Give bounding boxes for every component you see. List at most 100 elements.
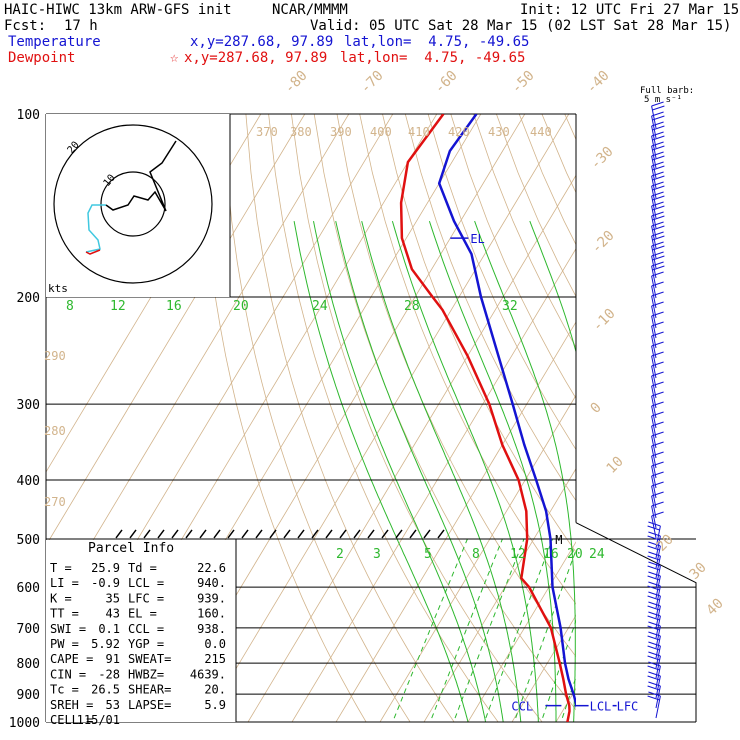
temperature-xy: x,y=287.68, 97.89 bbox=[190, 34, 334, 50]
wind-barb-flag bbox=[648, 571, 661, 577]
parcel-info-cell: T = bbox=[50, 561, 72, 575]
wind-barb-flag bbox=[647, 675, 660, 681]
isotherm-label: 10 bbox=[604, 454, 627, 477]
full-barb-label: Full barb: bbox=[640, 86, 694, 96]
wind-barb-flag bbox=[651, 461, 664, 467]
wind-barb-flag bbox=[652, 255, 665, 261]
isotherm-label: 0 bbox=[588, 400, 605, 417]
dewpoint-legend: Dewpoint bbox=[8, 50, 76, 66]
dry-adiabat-line bbox=[724, 114, 740, 735]
mixing-ratio-line bbox=[483, 538, 553, 722]
theta-label: 420 bbox=[448, 125, 470, 139]
wind-barb-flag bbox=[651, 421, 664, 427]
mixing-ratio-label: 24 bbox=[589, 547, 605, 562]
isotherm-line bbox=[247, 174, 576, 722]
mixing-ratio-label: 12 bbox=[510, 547, 526, 562]
wind-barb-flag bbox=[647, 555, 660, 561]
wind-barb-flag bbox=[648, 641, 661, 647]
init-time: Init: 12 UTC Fri 27 Mar 15 bbox=[520, 2, 740, 18]
wind-barb-flag bbox=[651, 271, 664, 277]
hatch-tick bbox=[185, 529, 193, 539]
mixing-ratio-label: 32 bbox=[502, 299, 518, 314]
parcel-info-cell: LFC = bbox=[128, 591, 164, 605]
mixing-ratio-label: 20 bbox=[233, 299, 249, 314]
parcel-info-cell: TT = bbox=[50, 607, 79, 621]
dry-adiabat-line bbox=[610, 114, 740, 735]
wind-barb-flag bbox=[648, 551, 661, 557]
dry-adiabat-line bbox=[679, 114, 740, 735]
mixing-ratio-line bbox=[513, 548, 576, 722]
wind-barbs bbox=[647, 101, 665, 719]
wind-barb-flag bbox=[651, 331, 664, 337]
dewpoint-profile bbox=[399, 114, 571, 722]
parcel-info-cell: 160. bbox=[197, 607, 226, 621]
wind-barb-flag bbox=[651, 491, 664, 497]
moist-adiabat-line bbox=[391, 220, 539, 722]
parcel-info-cell: 4639. bbox=[190, 667, 226, 681]
parcel-info-cell: Tc = bbox=[50, 683, 79, 697]
hatch-tick bbox=[423, 529, 431, 539]
wind-barb-flag bbox=[651, 361, 664, 367]
dry-adiabat-line bbox=[450, 114, 576, 400]
pressure-label: 1000 bbox=[9, 716, 40, 731]
wind-barb-flag bbox=[647, 645, 660, 651]
parcel-info-cell: LI = bbox=[50, 576, 79, 590]
wind-barb-flag bbox=[651, 481, 664, 487]
wind-barb-flag bbox=[647, 565, 660, 571]
parcel-info-cell: 115/01 bbox=[77, 713, 120, 727]
pressure-label: 700 bbox=[17, 622, 40, 637]
wind-barb-flag bbox=[648, 621, 661, 627]
wind-barb-flag bbox=[651, 141, 664, 147]
parcel-info-cell: CAPE = bbox=[50, 652, 93, 666]
parcel-info-cell: 35 bbox=[106, 591, 120, 605]
wind-barb-flag bbox=[651, 161, 664, 167]
wind-barb-flag bbox=[651, 431, 664, 437]
wind-barb-flag bbox=[647, 665, 660, 671]
pressure-label: 800 bbox=[17, 657, 40, 672]
wind-barb-flag bbox=[651, 511, 664, 517]
parcel-info-cell: 5.92 bbox=[91, 637, 120, 651]
moist-adiabat-line bbox=[529, 220, 576, 354]
wind-barb-flag bbox=[651, 231, 664, 237]
wind-barb-flag bbox=[647, 635, 660, 641]
wind-barb-flag bbox=[651, 291, 664, 297]
ccl-label: CCL bbox=[511, 700, 533, 714]
hatch-tick bbox=[129, 529, 137, 539]
pressure-label: 100 bbox=[17, 108, 40, 123]
wind-barb-flag bbox=[647, 525, 660, 531]
mixing-ratio-line bbox=[452, 538, 525, 722]
isotherm-line bbox=[203, 114, 570, 722]
pressure-label: 200 bbox=[17, 291, 40, 306]
theta-label: 270 bbox=[44, 495, 66, 509]
wind-barb-flag bbox=[651, 321, 664, 327]
dry-adiabat-line bbox=[701, 114, 740, 735]
hatch-tick bbox=[171, 529, 179, 539]
theta-label: 280 bbox=[44, 424, 66, 438]
isotherm-label: -70 bbox=[358, 68, 387, 97]
theta-label: 410 bbox=[408, 125, 430, 139]
parcel-info-cell: CCL = bbox=[128, 622, 164, 636]
valid-time: Valid: 05 UTC Sat 28 Mar 15 (02 LST Sat … bbox=[310, 18, 732, 34]
wind-barb-flag bbox=[648, 681, 661, 687]
isotherm-line bbox=[467, 541, 576, 722]
wind-barb-flag bbox=[647, 655, 660, 661]
isotherm-line bbox=[291, 247, 576, 722]
hatch-tick bbox=[283, 529, 291, 539]
hatch-tick bbox=[115, 529, 123, 539]
dry-adiabat-line bbox=[588, 114, 740, 735]
mixing-ratio-label: 12 bbox=[110, 299, 126, 314]
parcel-info-cell: PW = bbox=[50, 637, 79, 651]
wind-barb-flag bbox=[648, 601, 661, 607]
wind-barb-flag bbox=[648, 631, 661, 637]
hatch-tick bbox=[143, 529, 151, 539]
hatch-tick bbox=[437, 529, 445, 539]
wind-barb-flag bbox=[652, 245, 665, 251]
dry-adiabat-line bbox=[382, 114, 576, 553]
theta-label: 440 bbox=[530, 125, 552, 139]
mixing-ratio-label: 3 bbox=[373, 547, 381, 562]
wind-barb-flag bbox=[651, 111, 664, 117]
parcel-info-table: T = 25.9 Td = 22.6 LI = -0.9 LCL = 940. K = 35 LFC… bbox=[50, 561, 226, 727]
dry-adiabat-line bbox=[291, 114, 543, 722]
parcel-info-cell: CELL = bbox=[50, 713, 93, 727]
